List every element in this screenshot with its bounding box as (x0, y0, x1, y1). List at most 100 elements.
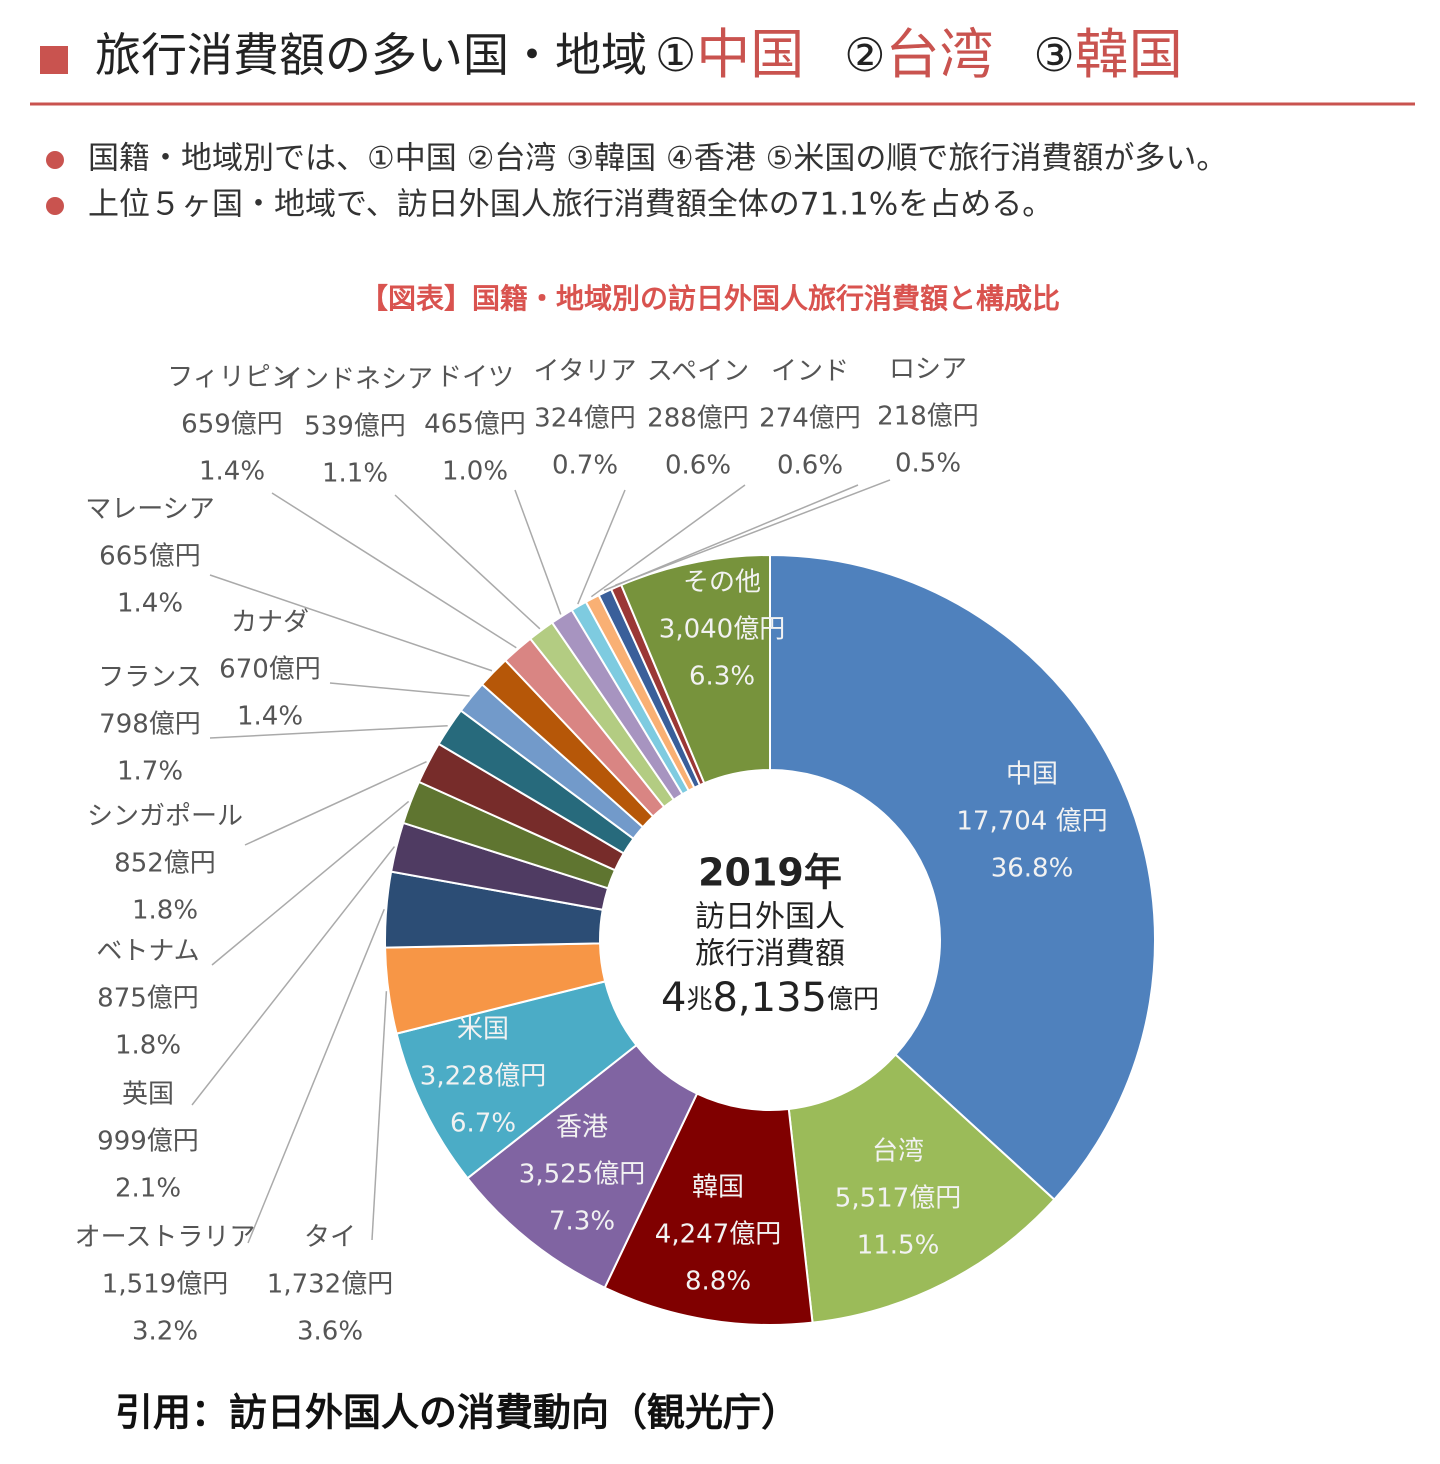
slice-share: 1.4% (237, 702, 303, 732)
slice-share: 0.7% (552, 451, 618, 481)
slice-share: 0.6% (665, 451, 731, 481)
leader-line (209, 574, 493, 672)
slice-label: 中国 (1006, 760, 1058, 790)
leader-line (590, 484, 746, 598)
leader-line (247, 908, 385, 1244)
slice-share: 36.8% (991, 854, 1074, 884)
slice-label: カナダ (231, 608, 309, 638)
slice-value: 1,519億円 (102, 1270, 228, 1300)
slice-label: 米国 (457, 1015, 509, 1045)
slice-value: 274億円 (759, 404, 861, 434)
slice-label: フランス (98, 663, 201, 693)
slice-share: 2.1% (115, 1174, 181, 1204)
slice-label: その他 (683, 568, 761, 598)
slice-label: オーストラリア (75, 1223, 256, 1253)
slice-value: 539億円 (304, 412, 406, 442)
slice-share: 11.5% (857, 1231, 940, 1261)
rank-mark: ③ (1034, 28, 1075, 82)
slice-share: 6.7% (450, 1109, 516, 1139)
center-year: 2019年 (698, 851, 842, 895)
slice-share: 0.5% (895, 449, 961, 479)
leader-line (394, 494, 541, 630)
header-title: 旅行消費額の多い国・地域 ①中国 ②台湾 ③韓国 (95, 23, 1183, 86)
slice-share: 8.8% (685, 1267, 751, 1297)
slice-label: 英国 (122, 1080, 174, 1110)
slice-share: 0.6% (777, 451, 843, 481)
leader-line (191, 846, 396, 1106)
total-part: 兆 (686, 985, 712, 1015)
total-part: 8,135 (712, 975, 827, 1021)
slice-label: インドネシア (277, 365, 433, 395)
slice-label: 台湾 (872, 1137, 924, 1167)
bullet-text: 上位５ヶ国・地域で、訪日外国人旅行消費額全体の71.1%を占める。 (88, 187, 1053, 223)
slice-label: インド (771, 357, 849, 387)
center-text: 旅行消費額 (695, 937, 845, 972)
bullet-dot (46, 151, 64, 169)
citation: 引用：訪日外国人の消費動向（観光庁） (115, 1391, 799, 1435)
slice-label: マレーシア (85, 495, 214, 525)
slice-value: 3,040億円 (659, 615, 785, 645)
slice-value: 852億円 (114, 849, 216, 879)
center-total: 4兆8,135億円 (661, 975, 879, 1021)
slice-value: 17,704 億円 (956, 807, 1107, 837)
slice-label: 韓国 (692, 1173, 744, 1203)
slice-share: 6.3% (689, 662, 755, 692)
rank-name: 韓国 (1075, 23, 1183, 86)
slice-value: 875億円 (97, 984, 199, 1014)
slice-share: 1.4% (199, 457, 265, 487)
chart-title: 【図表】国籍・地域別の訪日外国人旅行消費額と構成比 (360, 282, 1060, 315)
leader-line (211, 800, 410, 966)
slice-value: 3,228億円 (420, 1062, 546, 1092)
slice-label: スペイン (647, 357, 749, 387)
slice-label: フィリピン (167, 363, 296, 393)
donut-slice (603, 1092, 814, 1326)
leader-line (244, 761, 427, 846)
donut-slice (769, 553, 1156, 1202)
leader-line (615, 479, 891, 586)
slice-value: 665億円 (99, 542, 201, 572)
bullet-text: 国籍・地域別では、①中国 ②台湾 ③韓国 ④香港 ⑤米国の順で旅行消費額が多い。 (88, 141, 1227, 177)
leader-line (209, 725, 448, 739)
slice-label: イタリア (534, 357, 637, 387)
total-part: 4 (661, 975, 686, 1021)
slice-label: シンガポール (87, 802, 243, 832)
donut-slice (619, 553, 771, 785)
slice-value: 324億円 (534, 404, 636, 434)
slice-value: 218億円 (877, 402, 979, 432)
leader-line (577, 489, 626, 605)
center-text: 訪日外国人 (695, 900, 845, 935)
slice-share: 1.0% (442, 457, 508, 487)
rank-name: 中国 (696, 23, 804, 86)
rank-mark: ② (844, 28, 885, 82)
slice-value: 288億円 (647, 404, 749, 434)
slice-label: ベトナム (96, 937, 199, 967)
slice-share: 7.3% (549, 1207, 615, 1237)
slice-value: 659億円 (181, 410, 283, 440)
slice-label: 香港 (556, 1113, 608, 1143)
rank-mark: ① (655, 28, 696, 82)
slice-value: 3,525億円 (519, 1160, 645, 1190)
slice-share: 3.6% (297, 1317, 363, 1347)
slice-share: 1.7% (117, 757, 183, 787)
title-marker (40, 46, 68, 74)
leader-line (329, 682, 470, 697)
leader-line (514, 489, 562, 615)
bullet-dot (46, 197, 64, 215)
slice-share: 1.4% (117, 589, 183, 619)
slice-value: 465億円 (424, 410, 526, 440)
slice-value: 999億円 (97, 1127, 199, 1157)
slice-value: 1,732億円 (267, 1270, 393, 1300)
leader-line (371, 991, 388, 1241)
slice-share: 3.2% (132, 1317, 198, 1347)
donut (384, 553, 1156, 1326)
slice-value: 798億円 (99, 710, 201, 740)
donut-slice (787, 1053, 1056, 1324)
slice-share: 1.8% (132, 896, 198, 926)
slice-value: 5,517億円 (835, 1184, 961, 1214)
slice-value: 670億円 (219, 655, 321, 685)
title-text: 旅行消費額の多い国・地域 (95, 28, 647, 82)
leader-line (271, 492, 517, 649)
slice-value: 4,247億円 (655, 1220, 781, 1250)
